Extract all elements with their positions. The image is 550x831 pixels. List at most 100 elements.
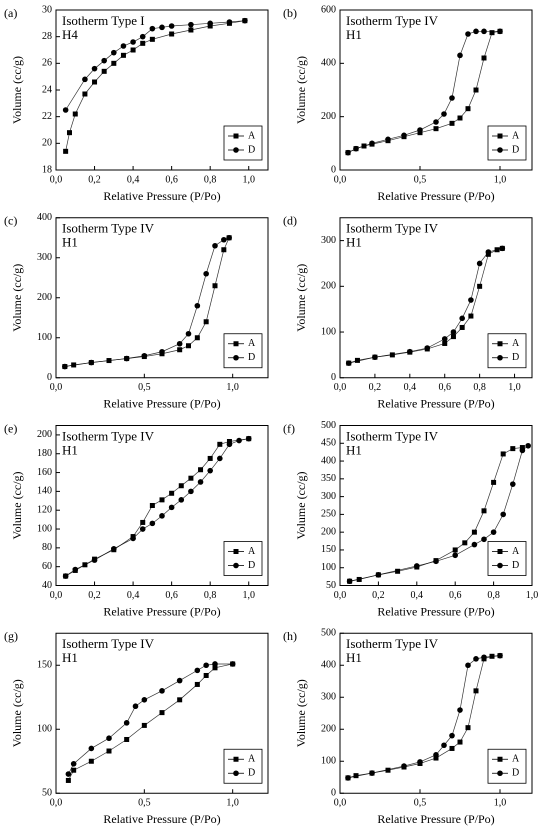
marker-circle	[203, 662, 209, 669]
marker-circle	[449, 732, 455, 739]
legend-label: A	[248, 130, 256, 141]
marker-circle	[473, 28, 479, 35]
y-tick-label: 300	[321, 491, 336, 502]
x-axis-label: Relative Pressure (P/Po)	[103, 604, 220, 618]
x-tick-label: 1,0	[508, 382, 521, 393]
marker-circle	[149, 520, 156, 527]
x-tick-label: 0,2	[88, 174, 101, 185]
marker-square	[500, 451, 506, 457]
plot-frame	[339, 217, 533, 379]
series-line	[65, 20, 245, 111]
plot-frame	[339, 632, 533, 794]
x-tick-label: 0,0	[50, 382, 63, 393]
x-tick-label: 0,5	[414, 798, 427, 809]
y-tick-label: 250	[321, 509, 336, 520]
marker-circle	[450, 329, 457, 335]
marker-square	[489, 30, 495, 36]
marker-square	[188, 27, 194, 33]
y-tick-label: 100	[37, 523, 52, 534]
series-line	[64, 237, 230, 367]
panel-label: (g)	[4, 629, 18, 643]
marker-square	[471, 529, 477, 535]
marker-square	[178, 483, 184, 489]
y-axis-label: Volume (cc/g)	[294, 56, 308, 124]
y-tick-label: 200	[37, 429, 52, 440]
y-axis-label: Volume (cc/g)	[10, 679, 24, 747]
marker-square	[198, 467, 204, 473]
marker-square	[188, 475, 194, 481]
marker-square	[111, 60, 117, 66]
x-tick-label: 0,0	[50, 174, 63, 185]
x-tick-label: 0,4	[404, 382, 417, 393]
x-axis-label: Relative Pressure (P/Po)	[377, 604, 494, 618]
x-tick-label: 0,2	[369, 382, 382, 393]
marker-circle	[473, 656, 479, 662]
marker-square	[433, 755, 439, 761]
y-tick-label: 28	[42, 31, 52, 42]
marker-square	[233, 341, 239, 347]
marker-square	[354, 357, 360, 363]
marker-square	[465, 106, 471, 112]
legend-label: A	[248, 546, 256, 557]
y-tick-label: 300	[321, 235, 336, 246]
marker-circle	[194, 667, 201, 674]
legend-label: D	[512, 768, 519, 779]
legend-label: D	[512, 144, 519, 155]
y-tick-label: 350	[321, 473, 336, 484]
annotation: H1	[62, 235, 78, 250]
legend-box	[223, 748, 263, 784]
y-tick-label: 160	[37, 467, 52, 478]
x-tick-label: 0,6	[165, 590, 178, 601]
marker-square	[194, 681, 200, 687]
x-tick-label: 0,8	[487, 590, 500, 601]
y-tick-label: 100	[37, 332, 52, 343]
x-tick-label: 0,4	[127, 174, 140, 185]
marker-circle	[207, 20, 213, 27]
marker-circle	[471, 541, 478, 548]
y-tick-label: 200	[37, 292, 52, 303]
marker-circle	[159, 24, 165, 31]
marker-circle	[72, 566, 79, 573]
y-tick-label: 400	[321, 58, 336, 69]
marker-square	[442, 340, 448, 346]
x-axis-label: Relative Pressure (P/Po)	[377, 189, 494, 203]
marker-circle	[346, 578, 353, 585]
marker-circle	[139, 33, 146, 40]
x-axis-label: Relative Pressure (P/Po)	[377, 812, 494, 826]
marker-circle	[233, 770, 239, 777]
annotation: Isotherm Type IV	[346, 636, 439, 651]
marker-square	[140, 519, 146, 525]
panel-label: (a)	[4, 6, 17, 20]
y-tick-label: 450	[321, 438, 336, 449]
marker-circle	[441, 742, 447, 749]
marker-circle	[465, 31, 471, 37]
y-tick-label: 80	[42, 542, 52, 553]
panel-label: (c)	[4, 214, 17, 228]
marker-square	[389, 352, 395, 358]
legend-label: D	[512, 560, 519, 571]
marker-square	[481, 508, 487, 514]
marker-square	[149, 503, 155, 508]
x-tick-label: 0,6	[438, 382, 451, 393]
marker-circle	[500, 511, 507, 518]
marker-square	[203, 672, 209, 678]
marker-square	[159, 710, 165, 716]
legend-box	[487, 333, 527, 369]
marker-square	[473, 688, 479, 694]
series-line	[68, 663, 233, 775]
marker-square	[497, 549, 503, 554]
y-axis-label: Volume (cc/g)	[10, 471, 24, 539]
marker-circle	[457, 52, 463, 59]
marker-square	[233, 756, 239, 762]
annotation: Isotherm Type IV	[346, 13, 439, 28]
marker-circle	[233, 562, 239, 569]
y-tick-label: 50	[42, 788, 52, 799]
marker-square	[82, 91, 88, 97]
marker-circle	[433, 558, 439, 565]
marker-circle	[123, 355, 130, 362]
y-tick-label: 200	[321, 281, 336, 292]
x-tick-label: 0,8	[204, 174, 217, 185]
marker-circle	[188, 21, 194, 28]
legend-box	[223, 541, 263, 576]
